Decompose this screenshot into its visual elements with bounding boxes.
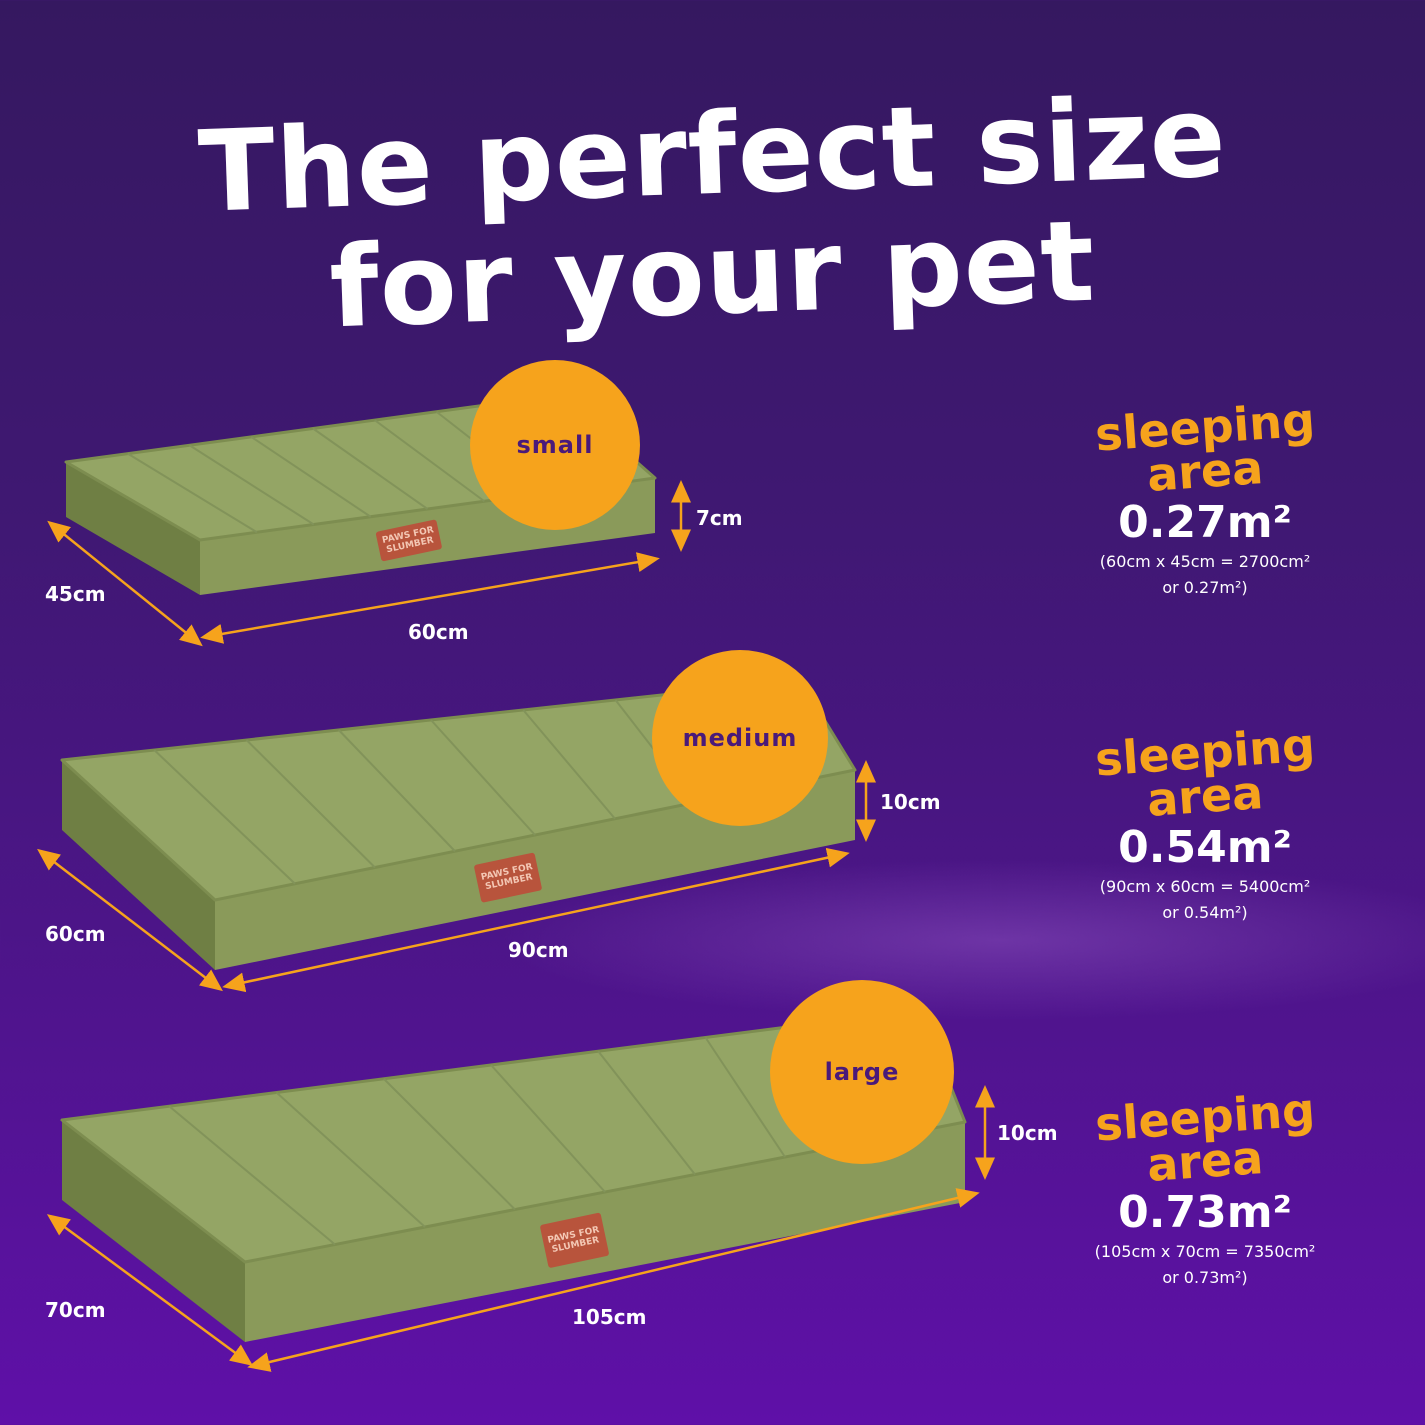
large-height: 10cm <box>997 1121 1058 1145</box>
small-bed-quilt-line <box>374 419 485 503</box>
sleeping-area-medium: sleeping area 0.54m² (90cm x 60cm = 5400… <box>1060 717 1350 926</box>
small-width-arrow <box>200 552 660 644</box>
medium-bed-quilt-line <box>522 709 616 820</box>
small-bed-quilt-line <box>312 427 429 510</box>
medium-height: 10cm <box>880 790 941 814</box>
large-width-arrow <box>247 1188 980 1372</box>
area-value: 0.73m² <box>1118 1187 1292 1238</box>
large-bed-quilt-line <box>490 1064 606 1193</box>
medium-bed-quilt-line <box>245 739 376 869</box>
sleeping-area-small: sleeping area 0.27m² (60cm x 45cm = 2700… <box>1060 392 1350 601</box>
large-bed-quilt-line <box>383 1078 516 1211</box>
area-calc: (105cm x 70cm = 7350cm² <box>1094 1242 1316 1261</box>
size-badge-medium: medium <box>652 650 828 826</box>
medium-depth: 60cm <box>45 922 106 946</box>
medium-depth-arrow <box>37 848 223 992</box>
small-bed-quilt-line <box>188 444 315 526</box>
sleeping-area-large: sleeping area 0.73m² (105cm x 70cm = 735… <box>1060 1082 1350 1291</box>
area-calc: (60cm x 45cm = 2700cm² <box>1099 552 1311 571</box>
area-value: 0.54m² <box>1118 822 1292 873</box>
small-bed-quilt-line <box>127 452 258 534</box>
large-depth: 70cm <box>45 1298 106 1322</box>
small-height: 7cm <box>696 506 743 530</box>
small-brand-patch <box>375 519 442 562</box>
area-calc: (90cm x 60cm = 5400cm² <box>1099 877 1311 896</box>
large-bed-quilt-line <box>597 1050 696 1176</box>
area-calc-2: or 0.27m²) <box>1162 578 1248 597</box>
large-width: 105cm <box>572 1305 647 1329</box>
area-value: 0.27m² <box>1118 497 1292 548</box>
small-bed-quilt-line <box>250 436 372 518</box>
size-badge-large: large <box>770 980 954 1164</box>
size-badge-small: small <box>470 360 640 530</box>
small-depth: 45cm <box>45 582 106 606</box>
medium-width-arrow <box>222 847 850 993</box>
medium-bed-quilt-line <box>430 719 536 836</box>
medium-bed-quilt-line <box>338 729 456 852</box>
area-calc-2: or 0.73m²) <box>1162 1268 1248 1287</box>
area-calc-2: or 0.54m²) <box>1162 903 1248 922</box>
large-depth-arrow <box>46 1214 254 1366</box>
small-depth-arrow <box>47 520 203 647</box>
large-bed-quilt-line <box>704 1036 786 1158</box>
medium-width: 90cm <box>508 938 569 962</box>
small-width: 60cm <box>408 620 469 644</box>
